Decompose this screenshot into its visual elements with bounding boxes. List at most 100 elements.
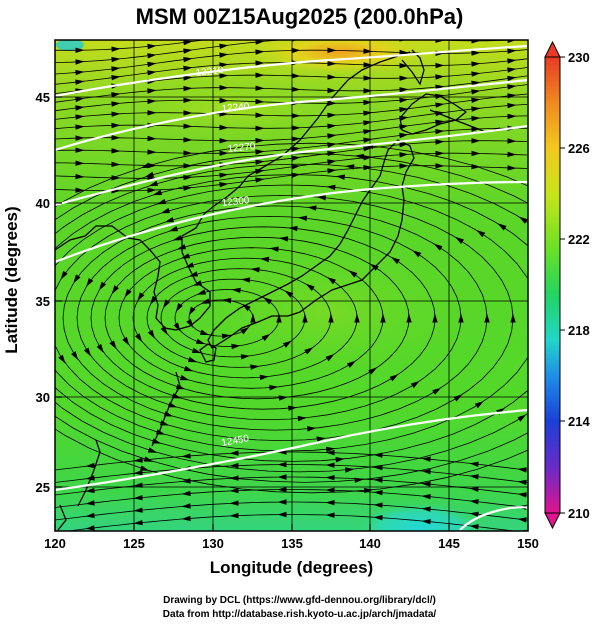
- flow-arrow: [363, 129, 373, 135]
- y-tick-label: 35: [36, 294, 50, 309]
- x-tick-labels: 120 125 130 135 140 145 150: [44, 536, 539, 551]
- flow-arrow: [261, 333, 271, 342]
- flow-arrow: [278, 395, 288, 401]
- flow-arrow: [373, 490, 383, 496]
- flow-arrow: [399, 142, 409, 148]
- flow-arrow: [75, 173, 85, 180]
- y-tick-label: 45: [36, 90, 50, 105]
- flow-arrow: [219, 172, 229, 178]
- flow-arrow: [75, 187, 85, 193]
- flow-arrow: [399, 152, 409, 158]
- flow-arrow: [291, 172, 301, 178]
- flow-arrow: [471, 89, 481, 95]
- flow-arrow: [71, 351, 79, 361]
- flow-arrow: [231, 287, 241, 294]
- flow-arrow: [433, 243, 443, 251]
- flow-arrow: [148, 180, 159, 187]
- contour-label: 12450: [221, 433, 251, 449]
- flow-arrow: [302, 313, 308, 323]
- flow-arrow: [184, 262, 195, 268]
- flow-arrow: [195, 338, 206, 345]
- flow-arrow: [471, 150, 481, 157]
- flow-arrow: [277, 499, 287, 505]
- flow-arrow: [327, 87, 337, 94]
- flow-arrow: [75, 59, 85, 65]
- flow-arrow: [432, 387, 442, 395]
- flow-arrow: [135, 333, 143, 343]
- flow-arrow: [536, 314, 541, 323]
- flow-arrow: [219, 138, 229, 144]
- flow-arrow: [328, 313, 334, 323]
- flow-arrow: [363, 75, 373, 81]
- flow-arrow: [421, 469, 431, 475]
- flow-arrow: [46, 358, 53, 367]
- flow-arrow: [517, 517, 527, 523]
- flow-arrow: [277, 461, 287, 468]
- flow-arrow: [111, 148, 121, 154]
- flow-arrow: [111, 92, 121, 98]
- flow-arrow: [181, 478, 191, 484]
- colorbar-top-arrow: [544, 40, 561, 58]
- flow-arrow: [199, 329, 210, 336]
- flow-arrow: [85, 512, 95, 519]
- flow-arrow: [399, 132, 409, 139]
- flow-arrow: [562, 203, 571, 210]
- flow-arrow: [297, 215, 308, 221]
- flow-arrow: [75, 124, 85, 130]
- flow-arrow: [183, 185, 193, 191]
- flow-arrow: [229, 500, 239, 506]
- flow-arrow: [325, 475, 335, 481]
- flow-arrow: [421, 519, 431, 525]
- flow-arrow: [183, 48, 193, 54]
- flow-arrow: [255, 112, 265, 118]
- flow-arrow: [75, 135, 85, 141]
- flow-arrow: [471, 40, 481, 44]
- map-title: MSM 00Z15Aug2025 (200.0hPa): [135, 4, 464, 29]
- flow-arrow: [98, 281, 107, 291]
- flow-arrow: [168, 226, 179, 232]
- flow-arrow: [277, 474, 287, 480]
- streamline: [55, 115, 528, 142]
- flow-arrow: [183, 150, 193, 156]
- flow-arrow: [325, 500, 335, 506]
- flow-arrow: [255, 137, 265, 144]
- flow-arrow: [435, 102, 445, 108]
- flow-arrow: [507, 48, 517, 54]
- flow-arrow: [363, 110, 373, 116]
- contour-label: 12240: [221, 101, 250, 115]
- flow-arrow: [111, 75, 121, 81]
- flow-arrow: [75, 47, 85, 53]
- flow-arrow: [508, 26, 517, 31]
- flow-arrow: [219, 85, 229, 91]
- colorbar: 230 226 222 218 214 210: [544, 40, 590, 530]
- flow-arrow: [181, 515, 191, 522]
- flow-arrow: [75, 114, 85, 120]
- flow-arrow: [0, 373, 2, 382]
- flow-arrow: [183, 97, 193, 103]
- flow-arrow: [259, 374, 269, 381]
- flow-arrow: [221, 333, 231, 339]
- flow-arrow: [471, 138, 481, 144]
- credit-data: Data from http://database.rish.kyoto-u.a…: [162, 609, 437, 620]
- flow-arrow: [307, 205, 317, 211]
- flow-arrow: [484, 313, 490, 323]
- flow-arrow: [48, 267, 55, 276]
- flow-arrow: [255, 85, 265, 91]
- colorbar-bottom-arrow: [544, 512, 561, 530]
- flow-arrow: [507, 58, 517, 64]
- flow-arrow: [156, 198, 167, 205]
- streamline: [104, 236, 410, 400]
- flow-arrow: [250, 364, 260, 370]
- flow-arrow: [255, 49, 265, 55]
- flow-arrow: [518, 216, 528, 224]
- flow-arrow: [133, 470, 143, 476]
- flow-arrow: [327, 133, 337, 139]
- flow-arrow: [111, 135, 121, 141]
- streamline: [55, 93, 528, 120]
- flow-arrow: [83, 347, 91, 357]
- flow-arrow: [373, 452, 383, 458]
- flow-arrow: [183, 75, 193, 81]
- colorbar-tick: 210: [568, 506, 590, 521]
- flow-arrow: [406, 313, 412, 323]
- flow-arrow: [399, 163, 409, 169]
